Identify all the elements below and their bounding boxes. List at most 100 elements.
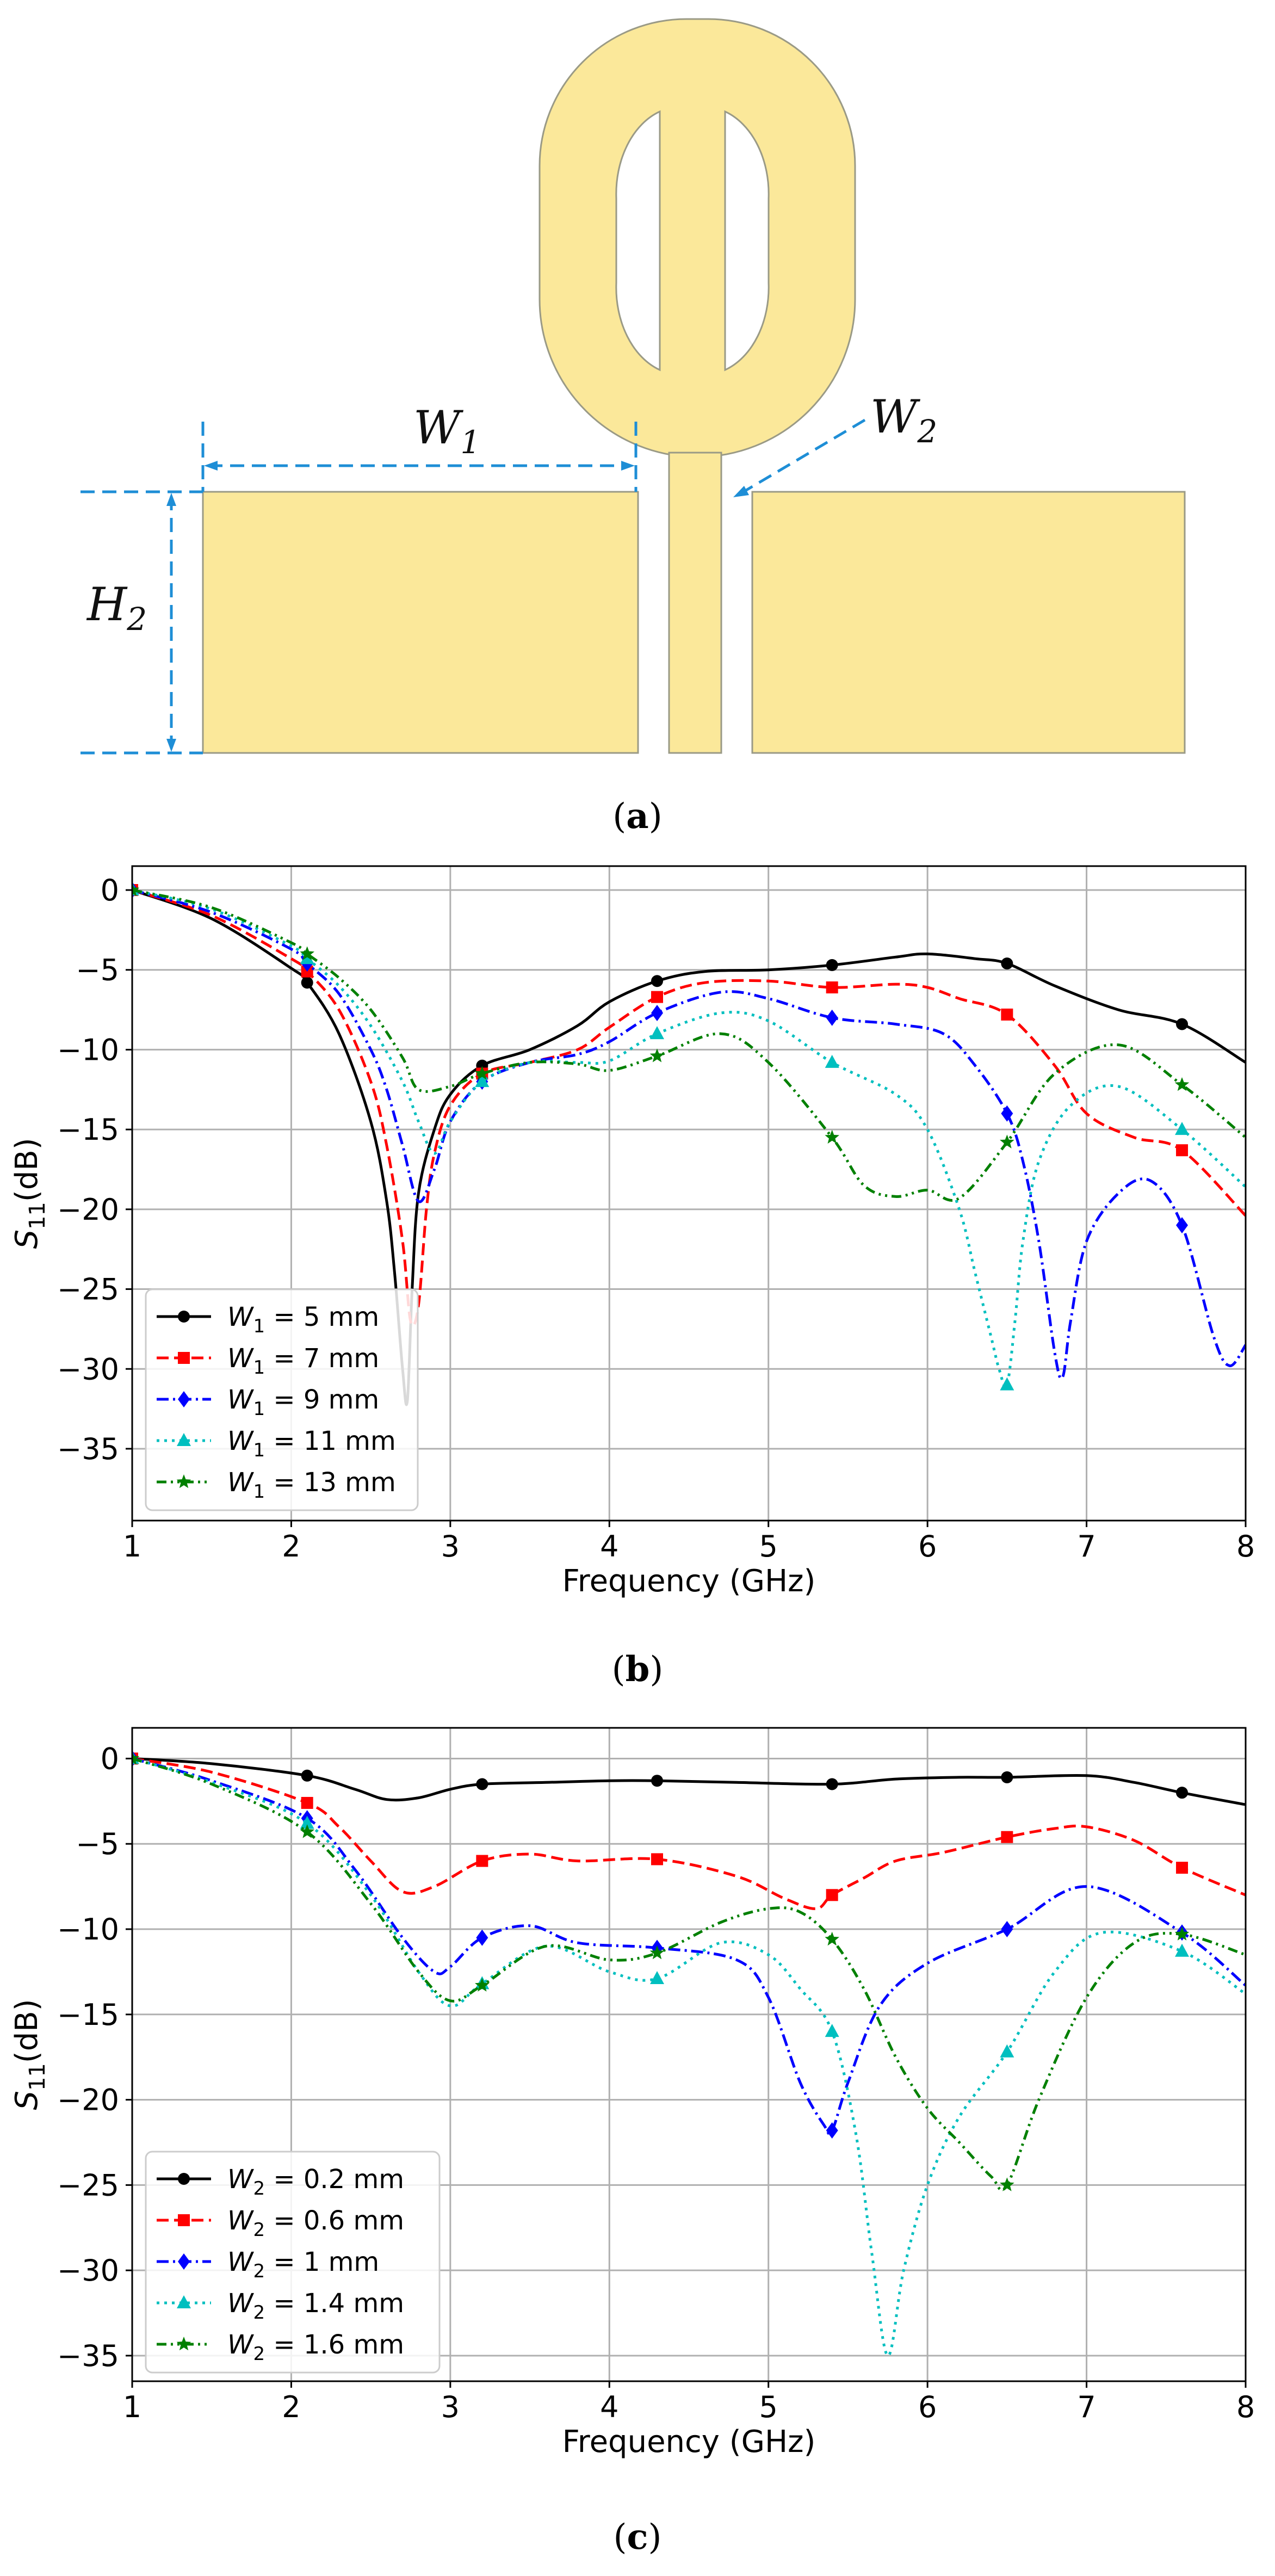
x-tick-label: 2 xyxy=(282,1529,300,1564)
legend-marker xyxy=(178,2214,190,2226)
x-tick-label: 6 xyxy=(918,2390,937,2424)
legend-label: W1 = 7 mm xyxy=(227,1343,379,1379)
y-tick-label: 0 xyxy=(101,873,119,907)
w1-label: W1 xyxy=(413,401,480,461)
y-axis-label: S11(dB) xyxy=(9,1999,50,2110)
data-point-marker xyxy=(475,1066,490,1080)
y-tick-label: −25 xyxy=(57,2168,119,2202)
legend-item: W1 = 9 mm xyxy=(157,1385,379,1420)
data-point-marker xyxy=(1175,1122,1190,1135)
legend-marker xyxy=(178,2253,190,2270)
x-axis-label: Frequency (GHz) xyxy=(562,1564,816,1599)
legend-item: W1 = 7 mm xyxy=(157,1343,379,1379)
data-point-marker xyxy=(300,1824,314,1838)
x-tick-label: 5 xyxy=(759,1529,778,1564)
right-ground-plane xyxy=(751,491,1186,754)
data-point-marker xyxy=(300,1815,314,1829)
y-tick-label: 0 xyxy=(101,1741,119,1776)
legend-marker xyxy=(177,1433,191,1446)
data-point-marker xyxy=(650,1970,665,1984)
chart-c-s11-vs-w2: 1 2 3 4 5 6 7 8 0 −5 −10 −15 −20 −25 −30 −35 Frequency (… xyxy=(9,1727,1255,2558)
series-line xyxy=(132,888,1246,1327)
legend-marker xyxy=(178,1311,190,1323)
data-point-marker xyxy=(826,2122,838,2139)
legend: W1 = 5 mm W1 = 7 mm W1 = 9 mm W1 = 11 mm W1 … xyxy=(145,1288,419,1511)
y-tick-label: −30 xyxy=(57,1352,119,1386)
data-point-marker xyxy=(132,1751,140,1765)
data-point-marker xyxy=(300,951,314,965)
x-tick-label: 3 xyxy=(441,1529,460,1564)
data-point-marker xyxy=(1000,1134,1014,1148)
data-point-marker xyxy=(1001,1008,1013,1021)
legend-marker xyxy=(178,2173,190,2185)
axes-frame xyxy=(131,865,1247,1522)
series-5 xyxy=(132,1751,1246,2192)
left-ground-plane xyxy=(202,491,639,754)
x-tick-label: 5 xyxy=(759,2390,778,2424)
data-point-marker xyxy=(651,1004,664,1021)
x-tick-label: 4 xyxy=(600,2390,618,2424)
data-point-marker xyxy=(1001,957,1013,969)
series-2 xyxy=(132,884,1246,1327)
data-point-marker xyxy=(475,1978,490,1992)
series-5 xyxy=(132,882,1246,1202)
x-tick-label: 3 xyxy=(441,2390,460,2424)
data-point-marker xyxy=(649,1945,665,1960)
data-point-marker xyxy=(826,959,838,971)
legend-marker xyxy=(177,2295,191,2308)
data-point-marker xyxy=(651,991,664,1003)
data-point-marker xyxy=(476,1778,488,1790)
data-point-marker xyxy=(650,1026,665,1040)
legend-marker xyxy=(176,2337,191,2351)
legend-item: W1 = 13 mm xyxy=(157,1467,396,1503)
legend-item: W2 = 0.2 mm xyxy=(157,2164,404,2200)
y-axis-label: S11(dB) xyxy=(9,1138,50,1249)
series-1 xyxy=(132,1752,1246,1806)
y-tick-label: −15 xyxy=(57,1998,119,2032)
data-point-marker xyxy=(300,946,314,960)
antenna-geometry-diagram: W1 W2 H2 (a) xyxy=(81,18,1186,837)
data-point-marker xyxy=(1176,1217,1189,1234)
data-point-marker xyxy=(1000,2177,1014,2191)
legend-box xyxy=(145,1288,419,1511)
legend-label: W1 = 13 mm xyxy=(227,1467,396,1503)
data-point-marker xyxy=(1176,1144,1189,1157)
legend-marker xyxy=(176,1474,191,1488)
data-point-marker xyxy=(1175,1943,1190,1957)
x-tick-label: 1 xyxy=(123,1529,141,1564)
circular-radiator xyxy=(539,18,856,458)
legend-marker xyxy=(178,1391,190,1407)
data-point-marker xyxy=(132,882,140,897)
legend-label: W2 = 1.6 mm xyxy=(227,2330,404,2365)
series-line xyxy=(132,1757,1246,2136)
legend-item: W2 = 1 mm xyxy=(157,2247,379,2282)
legend-item: W2 = 1.4 mm xyxy=(157,2288,404,2324)
data-point-marker xyxy=(1001,1771,1013,1783)
y-tick-label: −10 xyxy=(57,1912,119,1947)
data-point-marker xyxy=(1174,1077,1190,1091)
y-tick-label: −35 xyxy=(57,2339,119,2373)
data-point-marker xyxy=(476,1929,488,1946)
legend: W2 = 0.2 mm W2 = 0.6 mm W2 = 1 mm W2 = 1.4 … xyxy=(145,2151,441,2374)
series-line xyxy=(132,888,1246,1380)
h2-label: H2 xyxy=(86,578,147,638)
data-point-marker xyxy=(1176,1787,1189,1799)
legend-box xyxy=(145,2151,441,2374)
w1-dimension xyxy=(201,422,638,492)
series-line xyxy=(132,1757,1246,2192)
caption: (b) xyxy=(612,1649,664,1690)
caption: (c) xyxy=(614,2517,662,2558)
data-point-marker xyxy=(301,1769,313,1782)
y-tick-label: −10 xyxy=(57,1033,119,1067)
data-point-marker xyxy=(826,1778,838,1790)
series-line xyxy=(132,1757,1246,1806)
series-2 xyxy=(132,1752,1246,1910)
w2-label: W2 xyxy=(870,390,937,450)
legend-item: W2 = 0.6 mm xyxy=(157,2206,404,2241)
data-point-marker xyxy=(825,2024,839,2037)
data-point-marker xyxy=(1001,1105,1013,1122)
y-tick-label: −5 xyxy=(76,1827,119,1861)
data-point-marker xyxy=(1000,2044,1014,2058)
x-tick-label: 7 xyxy=(1077,2390,1095,2424)
x-tick-label: 1 xyxy=(123,2390,141,2424)
